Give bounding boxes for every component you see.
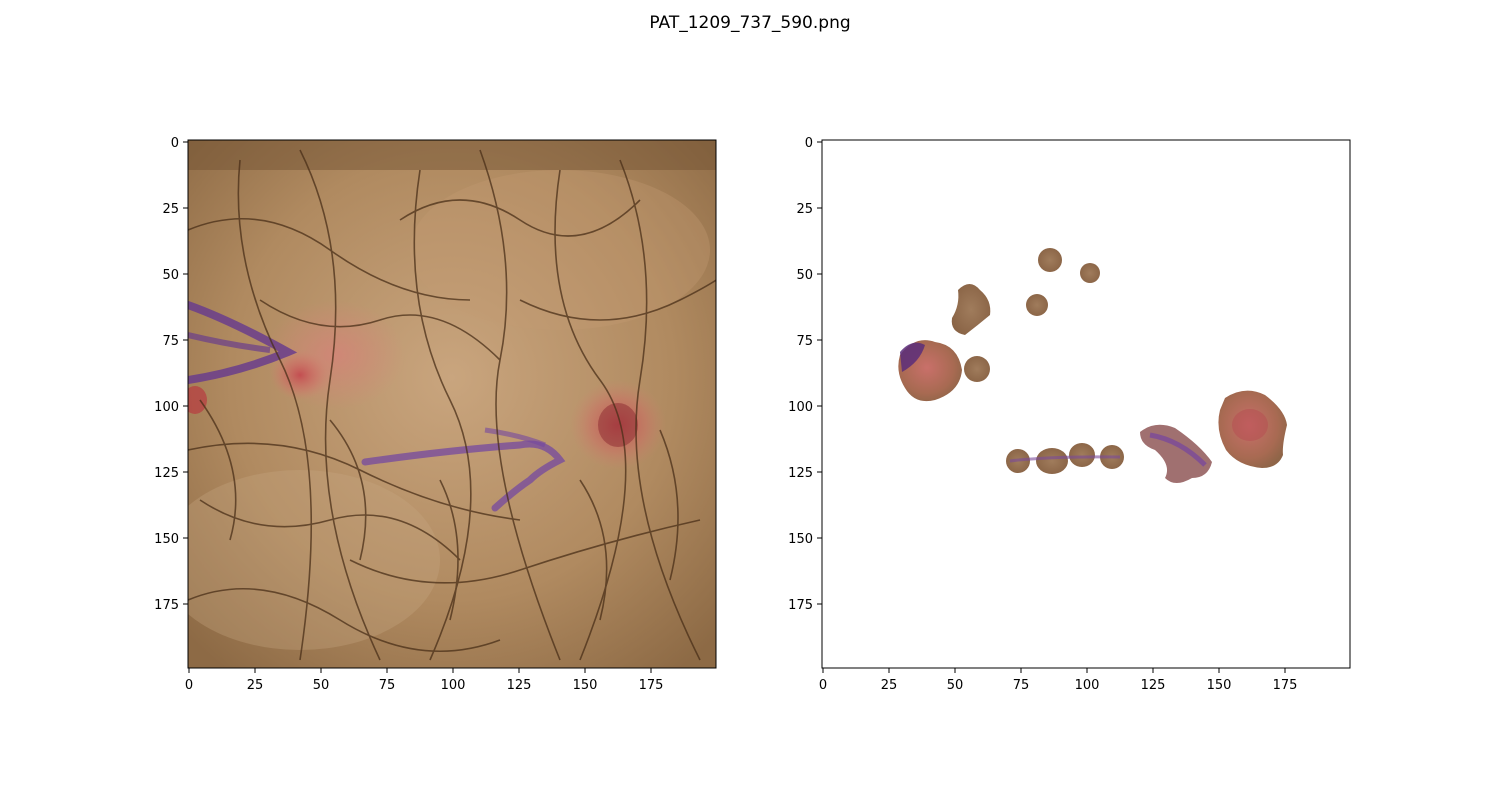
right-ytick-label: 50 xyxy=(796,268,813,283)
left-ytick-label: 75 xyxy=(162,334,179,349)
right-xtick-label: 25 xyxy=(881,678,898,693)
left-xtick-label: 0 xyxy=(185,678,193,693)
right-ytick-label: 75 xyxy=(796,334,813,349)
left-ytick-label: 25 xyxy=(162,202,179,217)
right-xtick-label: 150 xyxy=(1207,678,1232,693)
left-xtick-label: 75 xyxy=(379,678,396,693)
left-xtick-label: 50 xyxy=(313,678,330,693)
original-image xyxy=(188,140,716,668)
right-x-axis: 0 25 50 75 100 125 150 175 xyxy=(819,668,1298,693)
left-xtick-label: 150 xyxy=(573,678,598,693)
right-xtick-label: 0 xyxy=(819,678,827,693)
right-xtick-label: 125 xyxy=(1141,678,1166,693)
right-ytick-label: 150 xyxy=(788,532,813,547)
right-y-axis: 0 25 50 75 100 125 150 175 xyxy=(788,136,822,613)
right-ytick-label: 100 xyxy=(788,400,813,415)
right-ytick-label: 0 xyxy=(805,136,813,151)
left-xtick-label: 175 xyxy=(639,678,664,693)
left-x-axis: 0 25 50 75 100 125 150 175 xyxy=(185,668,664,693)
segmented-lesion-frame xyxy=(821,139,1351,669)
right-xtick-label: 100 xyxy=(1075,678,1100,693)
right-xtick-label: 75 xyxy=(1013,678,1030,693)
left-xtick-label: 25 xyxy=(247,678,264,693)
figure-title: PAT_1209_737_590.png xyxy=(649,13,851,33)
right-ytick-label: 175 xyxy=(788,598,813,613)
right-xtick-label: 50 xyxy=(947,678,964,693)
left-y-axis: 0 25 50 75 100 125 150 175 xyxy=(154,136,188,613)
left-ytick-label: 125 xyxy=(154,466,179,481)
left-ytick-label: 175 xyxy=(154,598,179,613)
left-xtick-label: 125 xyxy=(507,678,532,693)
segmented-lesion xyxy=(822,140,1350,668)
right-ytick-label: 25 xyxy=(796,202,813,217)
right-xtick-label: 175 xyxy=(1273,678,1298,693)
original-image-frame xyxy=(187,139,717,669)
left-ytick-label: 50 xyxy=(162,268,179,283)
left-xtick-label: 100 xyxy=(441,678,466,693)
left-ytick-label: 150 xyxy=(154,532,179,547)
right-ytick-label: 125 xyxy=(788,466,813,481)
left-ytick-label: 100 xyxy=(154,400,179,415)
left-ytick-label: 0 xyxy=(171,136,179,151)
